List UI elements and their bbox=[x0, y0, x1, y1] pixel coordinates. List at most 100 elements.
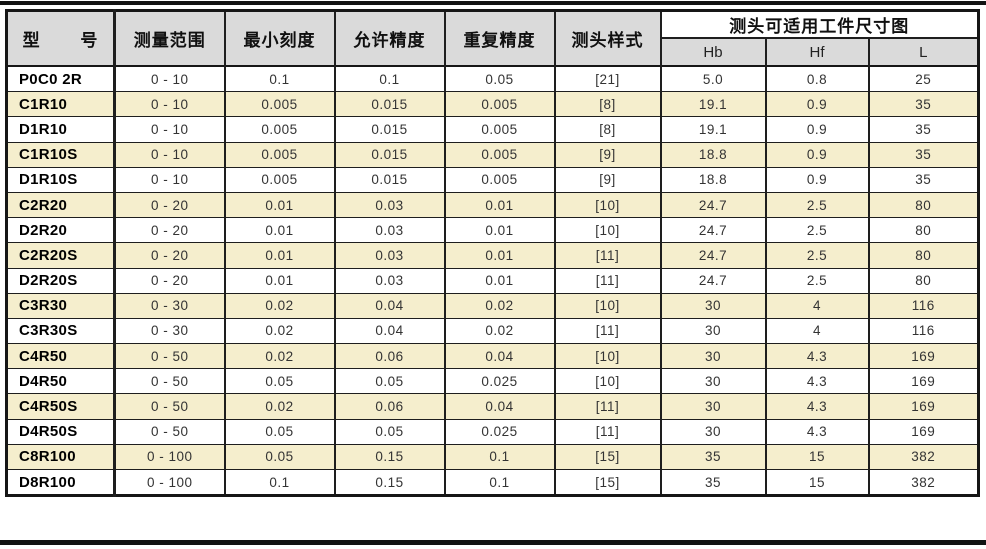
table-row: C1R10 0 - 10 0.005 0.015 0.005 [8] 19.1 0.9 35 bbox=[5, 91, 980, 118]
cell-model: C2R20S bbox=[5, 242, 116, 269]
cell-model: D2R20S bbox=[5, 267, 116, 294]
cell-model: C3R30S bbox=[5, 317, 116, 345]
cell-hb: 30 bbox=[659, 317, 767, 345]
cell-allowed-precision: 0.06 bbox=[333, 343, 446, 370]
cell-repeat-precision: 0.02 bbox=[443, 317, 556, 345]
table-row: C1R10S 0 - 10 0.005 0.015 0.005 [9] 18.8 0.9 35 bbox=[5, 141, 980, 168]
cell-min-scale: 0.005 bbox=[223, 91, 336, 118]
col-header-min-scale: 最小刻度 bbox=[223, 10, 336, 67]
cell-probe-style: [8] bbox=[553, 116, 662, 143]
cell-range: 0 - 30 bbox=[113, 317, 226, 345]
cell-model: C4R50 bbox=[5, 343, 116, 370]
cell-model: D4R50S bbox=[5, 418, 116, 445]
cell-range: 0 - 30 bbox=[113, 292, 226, 319]
cell-hb: 24.7 bbox=[659, 191, 767, 219]
cell-model: P0C0 2R bbox=[5, 65, 116, 93]
cell-min-scale: 0.01 bbox=[223, 191, 336, 219]
cell-min-scale: 0.01 bbox=[223, 267, 336, 294]
cell-probe-style: [9] bbox=[553, 166, 662, 193]
cell-model: D1R10S bbox=[5, 166, 116, 193]
cell-hf: 2.5 bbox=[764, 267, 870, 294]
cell-model: C2R20 bbox=[5, 191, 116, 219]
cell-range: 0 - 100 bbox=[113, 443, 226, 471]
cell-repeat-precision: 0.01 bbox=[443, 191, 556, 219]
cell-hb: 18.8 bbox=[659, 166, 767, 193]
cell-probe-style: [10] bbox=[553, 191, 662, 219]
cell-range: 0 - 50 bbox=[113, 418, 226, 445]
cell-repeat-precision: 0.04 bbox=[443, 393, 556, 420]
cell-l: 80 bbox=[867, 242, 980, 269]
cell-hf: 0.9 bbox=[764, 166, 870, 193]
cell-hf: 0.9 bbox=[764, 116, 870, 143]
cell-hf: 15 bbox=[764, 443, 870, 471]
cell-hb: 35 bbox=[659, 443, 767, 471]
table-body: P0C0 2R 0 - 10 0.1 0.1 0.05 [21] 5.0 0.8 25 C1R10… bbox=[5, 65, 980, 497]
cell-allowed-precision: 0.05 bbox=[333, 368, 446, 395]
cell-model: D1R10 bbox=[5, 116, 116, 143]
cell-hb: 30 bbox=[659, 368, 767, 395]
cell-range: 0 - 10 bbox=[113, 65, 226, 93]
cell-hf: 2.5 bbox=[764, 191, 870, 219]
table-row: C4R50S 0 - 50 0.02 0.06 0.04 [11] 30 4.3 169 bbox=[5, 393, 980, 420]
cell-allowed-precision: 0.015 bbox=[333, 116, 446, 143]
cell-allowed-precision: 0.15 bbox=[333, 443, 446, 471]
table-row: C8R100 0 - 100 0.05 0.15 0.1 [15] 35 15 382 bbox=[5, 443, 980, 471]
cell-hf: 4.3 bbox=[764, 418, 870, 445]
cell-allowed-precision: 0.03 bbox=[333, 217, 446, 244]
cell-min-scale: 0.01 bbox=[223, 217, 336, 244]
cell-hf: 0.8 bbox=[764, 65, 870, 93]
table-row: P0C0 2R 0 - 10 0.1 0.1 0.05 [21] 5.0 0.8 25 bbox=[5, 65, 980, 93]
cell-probe-style: [8] bbox=[553, 91, 662, 118]
cell-probe-style: [15] bbox=[553, 443, 662, 471]
cell-allowed-precision: 0.04 bbox=[333, 292, 446, 319]
table-row: D4R50S 0 - 50 0.05 0.05 0.025 [11] 30 4.3 169 bbox=[5, 418, 980, 445]
table-row: D1R10 0 - 10 0.005 0.015 0.005 [8] 19.1 0.9 35 bbox=[5, 116, 980, 143]
cell-allowed-precision: 0.06 bbox=[333, 393, 446, 420]
cell-repeat-precision: 0.005 bbox=[443, 166, 556, 193]
cell-l: 35 bbox=[867, 116, 980, 143]
cell-range: 0 - 10 bbox=[113, 166, 226, 193]
cell-l: 169 bbox=[867, 418, 980, 445]
cell-allowed-precision: 0.05 bbox=[333, 418, 446, 445]
cell-allowed-precision: 0.03 bbox=[333, 242, 446, 269]
col-header-size-group: 测头可适用工件尺寸图 bbox=[659, 10, 980, 39]
cell-min-scale: 0.05 bbox=[223, 418, 336, 445]
cell-min-scale: 0.005 bbox=[223, 166, 336, 193]
cell-repeat-precision: 0.01 bbox=[443, 217, 556, 244]
cell-allowed-precision: 0.015 bbox=[333, 141, 446, 168]
table-row: C3R30S 0 - 30 0.02 0.04 0.02 [11] 30 4 116 bbox=[5, 317, 980, 345]
cell-min-scale: 0.02 bbox=[223, 292, 336, 319]
col-header-range: 测量范围 bbox=[113, 10, 226, 67]
cell-hf: 4.3 bbox=[764, 393, 870, 420]
col-header-model: 型 号 bbox=[5, 10, 116, 67]
cell-min-scale: 0.05 bbox=[223, 443, 336, 471]
cell-model: D2R20 bbox=[5, 217, 116, 244]
cell-range: 0 - 50 bbox=[113, 368, 226, 395]
cell-hb: 5.0 bbox=[659, 65, 767, 93]
cell-probe-style: [10] bbox=[553, 217, 662, 244]
cell-range: 0 - 10 bbox=[113, 91, 226, 118]
cell-l: 382 bbox=[867, 443, 980, 471]
cell-l: 169 bbox=[867, 393, 980, 420]
cell-l: 382 bbox=[867, 468, 980, 497]
col-header-allowed-precision: 允许精度 bbox=[333, 10, 446, 67]
cell-min-scale: 0.1 bbox=[223, 468, 336, 497]
cell-hb: 24.7 bbox=[659, 242, 767, 269]
cell-hf: 4.3 bbox=[764, 368, 870, 395]
cell-hb: 19.1 bbox=[659, 91, 767, 118]
cell-allowed-precision: 0.015 bbox=[333, 166, 446, 193]
cell-allowed-precision: 0.04 bbox=[333, 317, 446, 345]
cell-repeat-precision: 0.05 bbox=[443, 65, 556, 93]
cell-probe-style: [11] bbox=[553, 393, 662, 420]
cell-min-scale: 0.05 bbox=[223, 368, 336, 395]
cell-l: 80 bbox=[867, 191, 980, 219]
cell-hb: 35 bbox=[659, 468, 767, 497]
table-header: 型 号 测量范围 最小刻度 允许精度 重复精度 测头样式 测头可适用工件尺寸图 … bbox=[5, 10, 980, 67]
cell-repeat-precision: 0.01 bbox=[443, 267, 556, 294]
cell-probe-style: [11] bbox=[553, 242, 662, 269]
cell-model: C1R10 bbox=[5, 91, 116, 118]
cell-repeat-precision: 0.1 bbox=[443, 443, 556, 471]
table-row: C3R30 0 - 30 0.02 0.04 0.02 [10] 30 4 116 bbox=[5, 292, 980, 319]
cell-range: 0 - 10 bbox=[113, 141, 226, 168]
col-header-probe-style: 测头样式 bbox=[553, 10, 662, 67]
